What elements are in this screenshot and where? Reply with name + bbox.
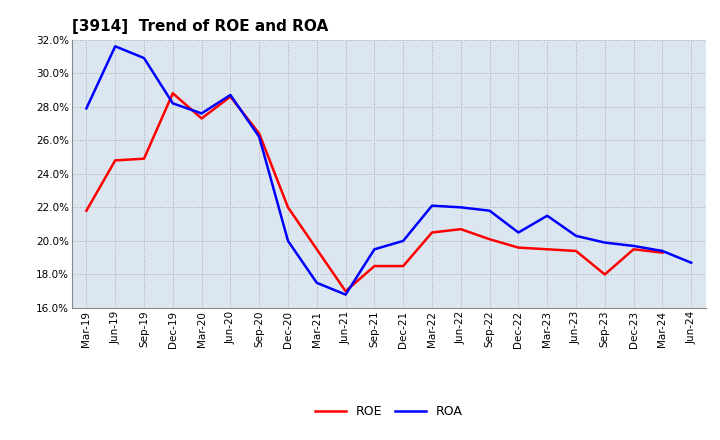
ROE (370, 264, 379, 269)
ROE (168, 91, 177, 96)
ROA (456, 205, 465, 210)
ROE (485, 237, 494, 242)
ROA (600, 240, 609, 245)
Line: ROA: ROA (86, 46, 691, 295)
ROE (399, 264, 408, 269)
Text: [3914]  Trend of ROE and ROA: [3914] Trend of ROE and ROA (72, 19, 328, 34)
ROA (572, 233, 580, 238)
ROE (629, 247, 638, 252)
ROA (485, 208, 494, 213)
Line: ROE: ROE (86, 93, 662, 291)
ROE (111, 158, 120, 163)
ROA (370, 247, 379, 252)
ROA (82, 106, 91, 111)
ROA (399, 238, 408, 244)
ROA (111, 44, 120, 49)
ROE (312, 247, 321, 252)
ROE (428, 230, 436, 235)
ROA (140, 55, 148, 61)
ROE (658, 250, 667, 255)
ROE (284, 205, 292, 210)
ROE (456, 227, 465, 232)
ROE (341, 289, 350, 294)
ROA (197, 111, 206, 116)
ROE (600, 272, 609, 277)
ROA (341, 292, 350, 297)
ROA (687, 260, 696, 265)
ROE (255, 131, 264, 136)
ROE (197, 116, 206, 121)
ROE (226, 94, 235, 99)
ROE (82, 208, 91, 213)
ROA (284, 238, 292, 244)
ROA (658, 248, 667, 253)
ROA (629, 243, 638, 249)
ROE (514, 245, 523, 250)
Legend: ROE, ROA: ROE, ROA (310, 400, 468, 423)
ROA (428, 203, 436, 208)
ROE (572, 248, 580, 253)
ROA (226, 92, 235, 98)
ROA (255, 134, 264, 139)
ROE (543, 247, 552, 252)
ROA (312, 280, 321, 286)
ROE (140, 156, 148, 161)
ROA (543, 213, 552, 218)
ROA (168, 101, 177, 106)
ROA (514, 230, 523, 235)
